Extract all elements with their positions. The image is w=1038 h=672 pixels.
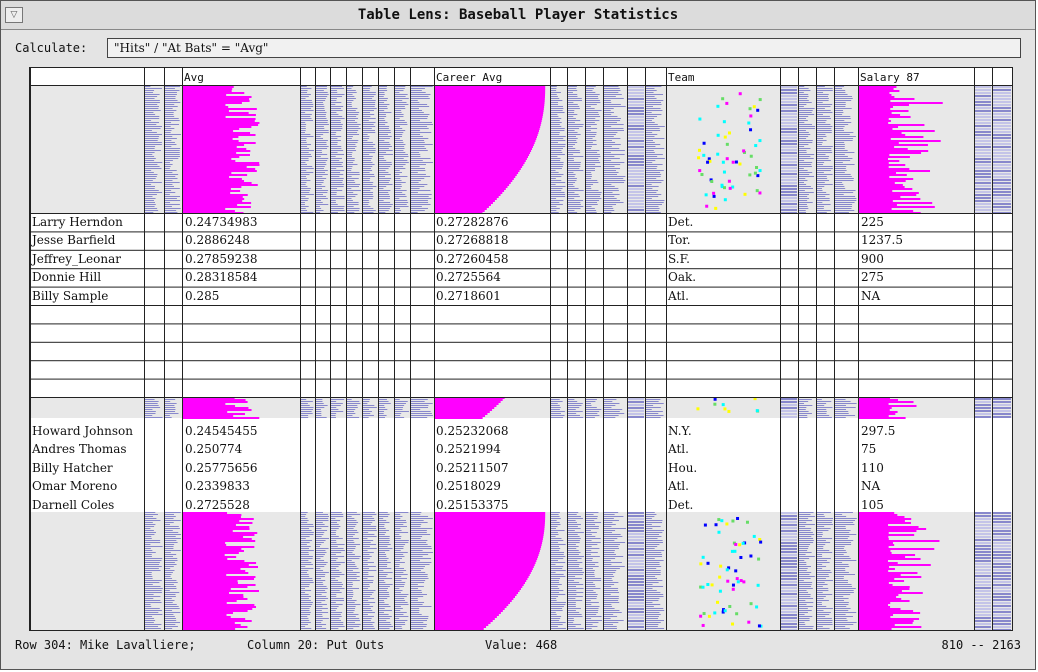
team-cell: Det.	[668, 215, 694, 229]
player-name-cell: Donnie Hill	[32, 270, 102, 285]
salary-cell: 225	[861, 215, 884, 229]
column-header-salary[interactable]: Salary 87	[860, 71, 920, 84]
status-bar: Row 304: Mike Lavalliere; Column 20: Put…	[11, 635, 1023, 655]
compressed-bars	[30, 68, 1012, 630]
player-name-cell: Larry Herndon	[32, 215, 123, 229]
team-cell: Tor.	[668, 233, 691, 248]
career-avg-cell: 0.2718601	[436, 288, 501, 303]
salary-cell: 1237.5	[861, 233, 903, 248]
salary-cell: 110	[861, 460, 884, 475]
table-row[interactable]: Billy Sample 0.285 0.2718601 Atl. NA	[30, 289, 1012, 305]
column-header-avg[interactable]: Avg	[184, 71, 204, 84]
table-row[interactable]: Larry Herndon 0.24734983 0.27282876 Det. 225	[30, 215, 1012, 231]
table-row[interactable]: Jesse Barfield 0.2886248 0.27268818 Tor. 123…	[30, 233, 1012, 249]
team-cell: Det.	[668, 497, 694, 512]
salary-cell: 900	[861, 251, 884, 266]
status-value: Value: 468	[485, 638, 558, 652]
career-avg-cell: 0.2725564	[436, 270, 501, 285]
salary-cell: 275	[861, 270, 884, 285]
table-lens-grid[interactable]: Avg Career Avg Team Salary 87 Larry Hern…	[29, 67, 1013, 631]
career-avg-cell: 0.27282876	[436, 215, 509, 229]
player-name-cell: Andres Thomas	[32, 442, 127, 457]
table-row[interactable]: Darnell Coles 0.2725528 0.25153375 Det. 105	[30, 498, 1012, 514]
team-cell: Hou.	[668, 460, 698, 475]
avg-cell: 0.24545455	[185, 424, 258, 438]
career-avg-cell: 0.2521994	[436, 442, 501, 457]
player-name-cell: Omar Moreno	[32, 479, 118, 494]
team-cell: Oak.	[668, 270, 697, 285]
team-cell: S.F.	[668, 251, 690, 266]
avg-cell: 0.27859238	[185, 251, 258, 266]
salary-cell: 297.5	[861, 424, 896, 438]
avg-cell: 0.28318584	[185, 270, 258, 285]
team-cell: Atl.	[668, 442, 689, 457]
career-avg-cell: 0.2518029	[436, 479, 501, 494]
team-cell: N.Y.	[668, 424, 692, 438]
status-column: Column 20: Put Outs	[247, 638, 385, 652]
status-range: 810 -- 2163	[941, 638, 1021, 652]
player-name-cell: Darnell Coles	[32, 497, 115, 512]
table-row[interactable]: Donnie Hill 0.28318584 0.2725564 Oak. 275	[30, 270, 1012, 286]
column-header-team[interactable]: Team	[668, 71, 695, 84]
player-name-cell: Jesse Barfield	[32, 233, 116, 248]
table-row[interactable]: Jeffrey_Leonar 0.27859238 0.27260458 S.F. 90…	[30, 252, 1012, 268]
salary-cell: 105	[861, 497, 884, 512]
column-header-career-avg[interactable]: Career Avg	[436, 71, 503, 84]
salary-cell: NA	[861, 479, 881, 494]
avg-cell: 0.2339833	[185, 479, 250, 494]
calculate-input[interactable]: "Hits" / "At Bats" = "Avg"	[107, 38, 1021, 58]
table-row[interactable]: Omar Moreno 0.2339833 0.2518029 Atl. NA	[30, 479, 1012, 495]
avg-cell: 0.285	[185, 288, 220, 303]
calculate-label: Calculate:	[15, 41, 88, 55]
avg-cell: 0.250774	[185, 442, 243, 457]
player-name-cell: Billy Sample	[32, 288, 109, 303]
player-name-cell: Billy Hatcher	[32, 460, 113, 475]
player-name-cell: Howard Johnson	[32, 424, 133, 438]
status-row: Row 304: Mike Lavalliere;	[15, 638, 196, 652]
avg-cell: 0.24734983	[185, 215, 258, 229]
avg-cell: 0.2886248	[185, 233, 250, 248]
window-title: Table Lens: Baseball Player Statistics	[357, 7, 679, 23]
career-avg-cell: 0.25153375	[436, 497, 509, 512]
title-bar[interactable]: ▽ Table Lens: Baseball Player Statistics	[1, 1, 1035, 30]
career-avg-cell: 0.27268818	[436, 233, 509, 248]
career-avg-cell: 0.25211507	[436, 460, 509, 475]
salary-cell: 75	[861, 442, 877, 457]
avg-cell: 0.25775656	[185, 460, 258, 475]
player-name-cell: Jeffrey_Leonar	[32, 251, 121, 266]
table-row[interactable]: Howard Johnson 0.24545455 0.25232068 N.Y. 29…	[30, 424, 1012, 440]
team-cell: Atl.	[668, 479, 689, 494]
career-avg-cell: 0.25232068	[436, 424, 509, 438]
career-avg-cell: 0.27260458	[436, 251, 509, 266]
salary-cell: NA	[861, 288, 881, 303]
avg-cell: 0.2725528	[185, 497, 250, 512]
table-row[interactable]: Billy Hatcher 0.25775656 0.25211507 Hou. 110	[30, 461, 1012, 477]
table-row[interactable]: Andres Thomas 0.250774 0.2521994 Atl. 75	[30, 442, 1012, 458]
calculate-bar: Calculate: "Hits" / "At Bats" = "Avg"	[11, 38, 1023, 62]
team-cell: Atl.	[668, 288, 689, 303]
window-menu-button[interactable]: ▽	[5, 7, 23, 23]
